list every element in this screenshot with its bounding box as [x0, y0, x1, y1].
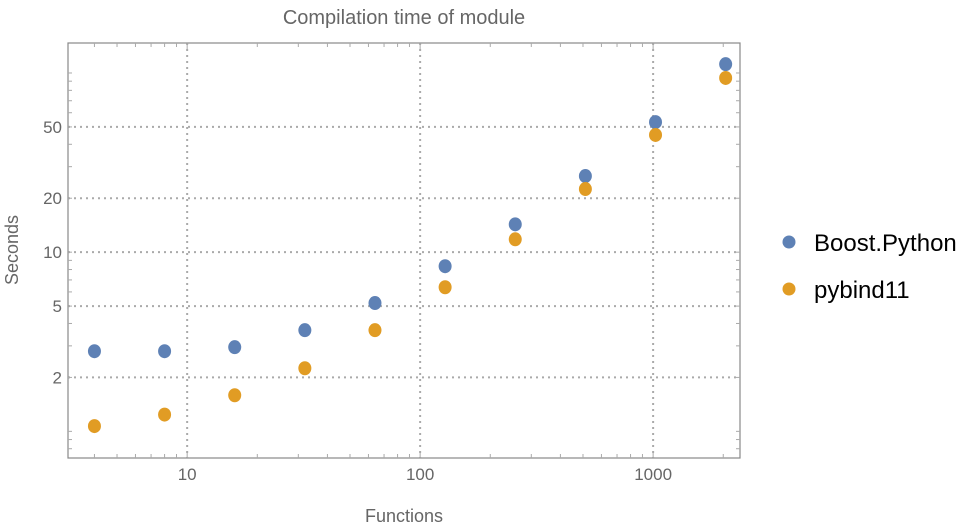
grid: [68, 43, 740, 458]
plot-frame: [67, 42, 741, 459]
data-point-boost-python: [87, 344, 101, 359]
data-point-pybind11: [368, 323, 382, 338]
y-tick-label: 50: [43, 118, 62, 137]
data-point-pybind11: [438, 280, 452, 295]
legend-label: pybind11: [814, 277, 910, 304]
x-tick-label: 10: [178, 465, 197, 484]
data-point-boost-python: [508, 217, 522, 232]
x-tick-label: 1000: [634, 465, 672, 484]
y-tick-label: 2: [53, 368, 62, 387]
data-point-pybind11: [228, 388, 242, 403]
data-point-boost-python: [578, 169, 592, 184]
data-point-pybind11: [87, 419, 101, 434]
x-axis-label: Functions: [365, 506, 443, 525]
data-point-pybind11: [158, 407, 172, 422]
points: [87, 57, 733, 434]
y-tick-label: 5: [53, 297, 62, 316]
legend-marker: [782, 235, 796, 249]
ticks: 10 100 1000 2 5 10 20 50: [43, 43, 740, 484]
chart-title: Compilation time of module: [283, 7, 525, 29]
data-point-boost-python: [649, 115, 663, 130]
data-point-pybind11: [719, 70, 733, 85]
data-point-boost-python: [368, 296, 382, 311]
data-point-pybind11: [298, 361, 312, 376]
data-point-boost-python: [438, 259, 452, 274]
data-point-boost-python: [158, 344, 172, 359]
legend-marker: [782, 282, 796, 296]
data-point-boost-python: [298, 323, 312, 338]
data-point-pybind11: [649, 127, 663, 142]
legend-label: Boost.Python: [814, 230, 957, 257]
y-axis-label: Seconds: [2, 215, 22, 285]
x-tick-label: 100: [406, 465, 434, 484]
data-point-boost-python: [719, 57, 733, 72]
y-tick-label: 10: [43, 243, 62, 262]
data-point-pybind11: [578, 182, 592, 197]
data-point-boost-python: [228, 340, 242, 355]
legend: Boost.Python pybind11: [782, 230, 957, 304]
data-point-pybind11: [508, 232, 522, 247]
y-tick-label: 20: [43, 189, 62, 208]
